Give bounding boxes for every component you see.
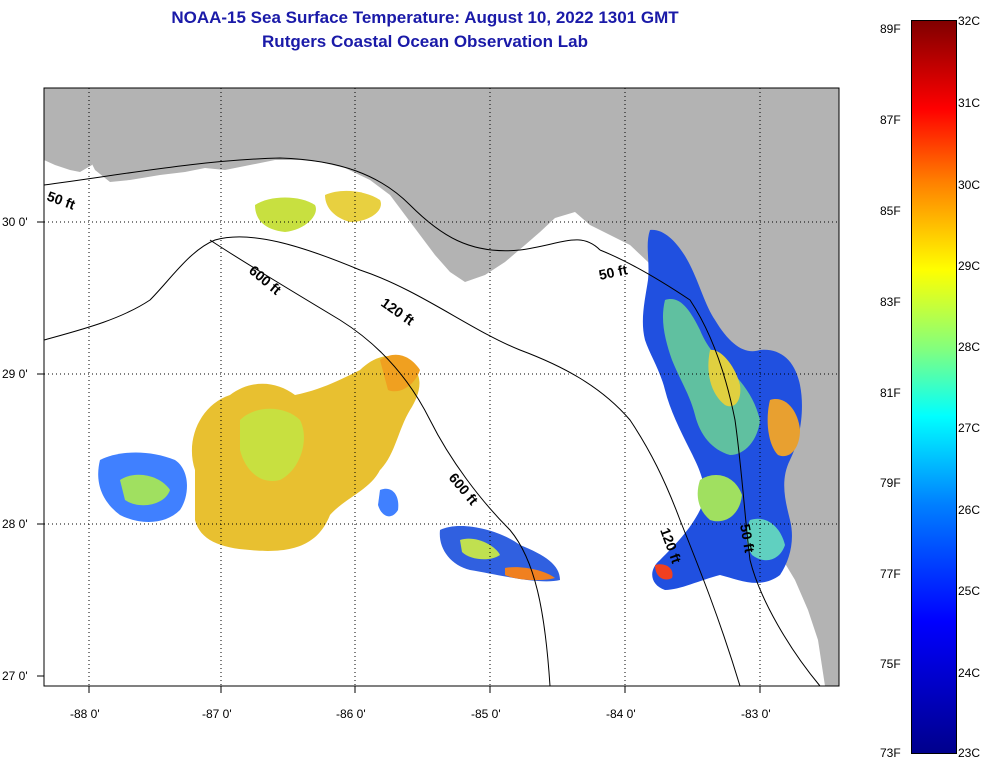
map-title: NOAA-15 Sea Surface Temperature: August … — [171, 8, 679, 27]
lon-label: -83 0' — [741, 707, 771, 721]
colorbar-label-c: 26C — [958, 503, 981, 517]
colorbar-label-c: 31C — [958, 96, 981, 110]
colorbar-label-c: 32C — [958, 14, 981, 28]
lat-label: 30 0' — [2, 215, 28, 229]
colorbar-label-f: 81F — [880, 386, 901, 400]
temperature-colorbar — [911, 20, 957, 754]
land-mass — [44, 88, 839, 686]
colorbar-label-f: 79F — [880, 476, 901, 490]
colorbar-label-c: 24C — [958, 666, 981, 680]
colorbar-label-c: 30C — [958, 178, 981, 192]
lon-label: -87 0' — [202, 707, 232, 721]
lon-label: -85 0' — [471, 707, 501, 721]
colorbar-label-c: 27C — [958, 421, 981, 435]
colorbar-label-c: 29C — [958, 259, 981, 273]
colorbar-label-c: 25C — [958, 584, 981, 598]
colorbar-label-f: 85F — [880, 204, 901, 218]
colorbar-label-f: 77F — [880, 567, 901, 581]
grid — [44, 88, 839, 686]
lon-label: -88 0' — [70, 707, 100, 721]
contour-label: 50 ft — [597, 261, 629, 283]
colorbar-label-f: 83F — [880, 295, 901, 309]
colorbar-label-f: 89F — [880, 22, 901, 36]
lat-label: 28 0' — [2, 517, 28, 531]
depth-contours — [43, 157, 821, 687]
contour-label: 50 ft — [737, 523, 758, 554]
colorbar-label-f: 87F — [880, 113, 901, 127]
lat-label: 27 0' — [2, 669, 28, 683]
sst-patches — [98, 190, 802, 590]
map-subtitle: Rutgers Coastal Ocean Observation Lab — [262, 32, 588, 51]
map-frame — [43, 87, 840, 687]
colorbar-label-c: 23C — [958, 746, 981, 760]
colorbar-label-f: 73F — [880, 746, 901, 760]
lon-label: -86 0' — [336, 707, 366, 721]
lat-label: 29 0' — [2, 367, 28, 381]
lon-label: -84 0' — [606, 707, 636, 721]
colorbar-label-c: 28C — [958, 340, 981, 354]
colorbar-label-f: 75F — [880, 657, 901, 671]
